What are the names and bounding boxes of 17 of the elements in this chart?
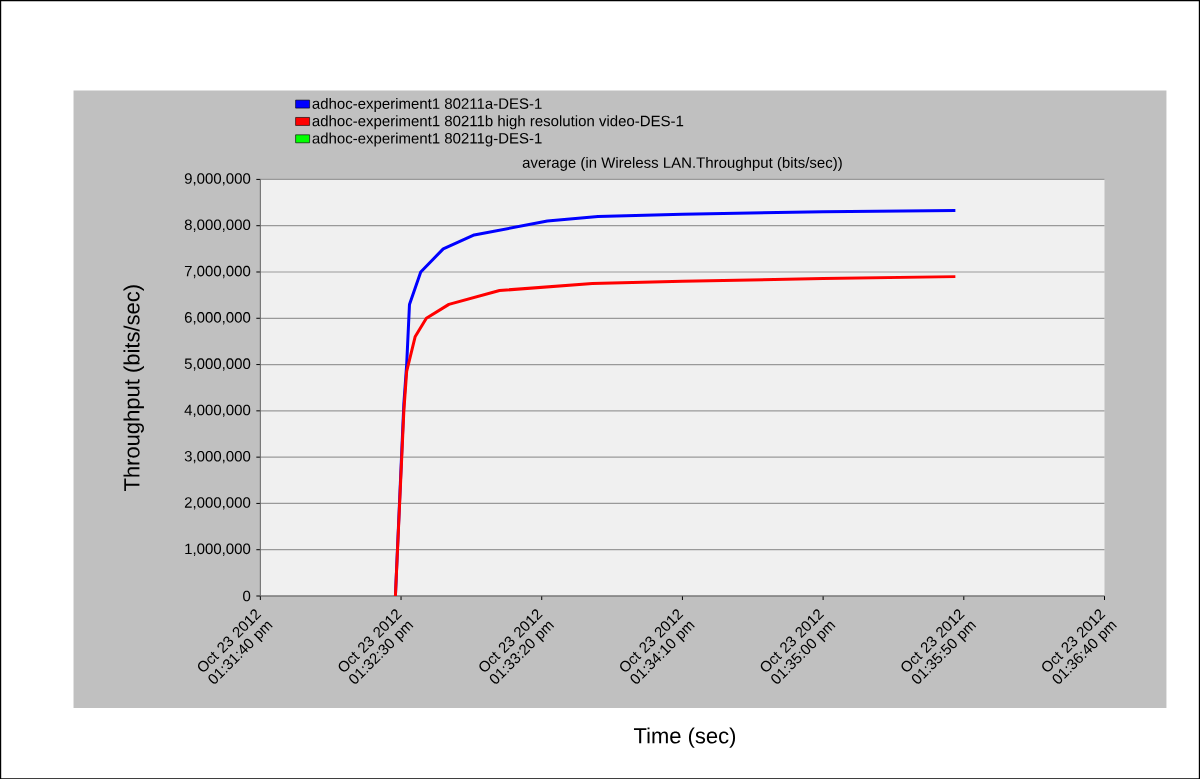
y-tick-label: 9,000,000 — [184, 173, 251, 186]
y-tick-label: 8,000,000 — [184, 219, 251, 232]
line-series — [393, 274, 957, 596]
legend-label: adhoc-experiment1 80211b high resolution video-DES-1 — [312, 115, 684, 130]
legend-label: adhoc-experiment1 80211a-DES-1 — [312, 97, 542, 112]
y-tick-label: 3,000,000 — [184, 450, 251, 464]
y-tick-label: 0 — [243, 590, 251, 602]
chart-title: average (in Wireless LAN.Throughput (bits/sec)) — [522, 156, 842, 171]
y-tick-label: 6,000,000 — [184, 311, 251, 325]
y-tick-label: 5,000,000 — [184, 358, 251, 371]
y-axis-title: Throughput (bits/sec) — [123, 285, 144, 491]
y-tick-label: 4,000,000 — [184, 404, 251, 417]
y-tick-label: 7,000,000 — [184, 265, 251, 278]
y-tick-label: 2,000,000 — [184, 497, 251, 510]
x-axis-title: Time (sec) — [633, 727, 736, 748]
legend-label: adhoc-experiment1 80211g-DES-1 — [312, 132, 542, 147]
y-tick-label: 1,000,000 — [185, 543, 251, 556]
